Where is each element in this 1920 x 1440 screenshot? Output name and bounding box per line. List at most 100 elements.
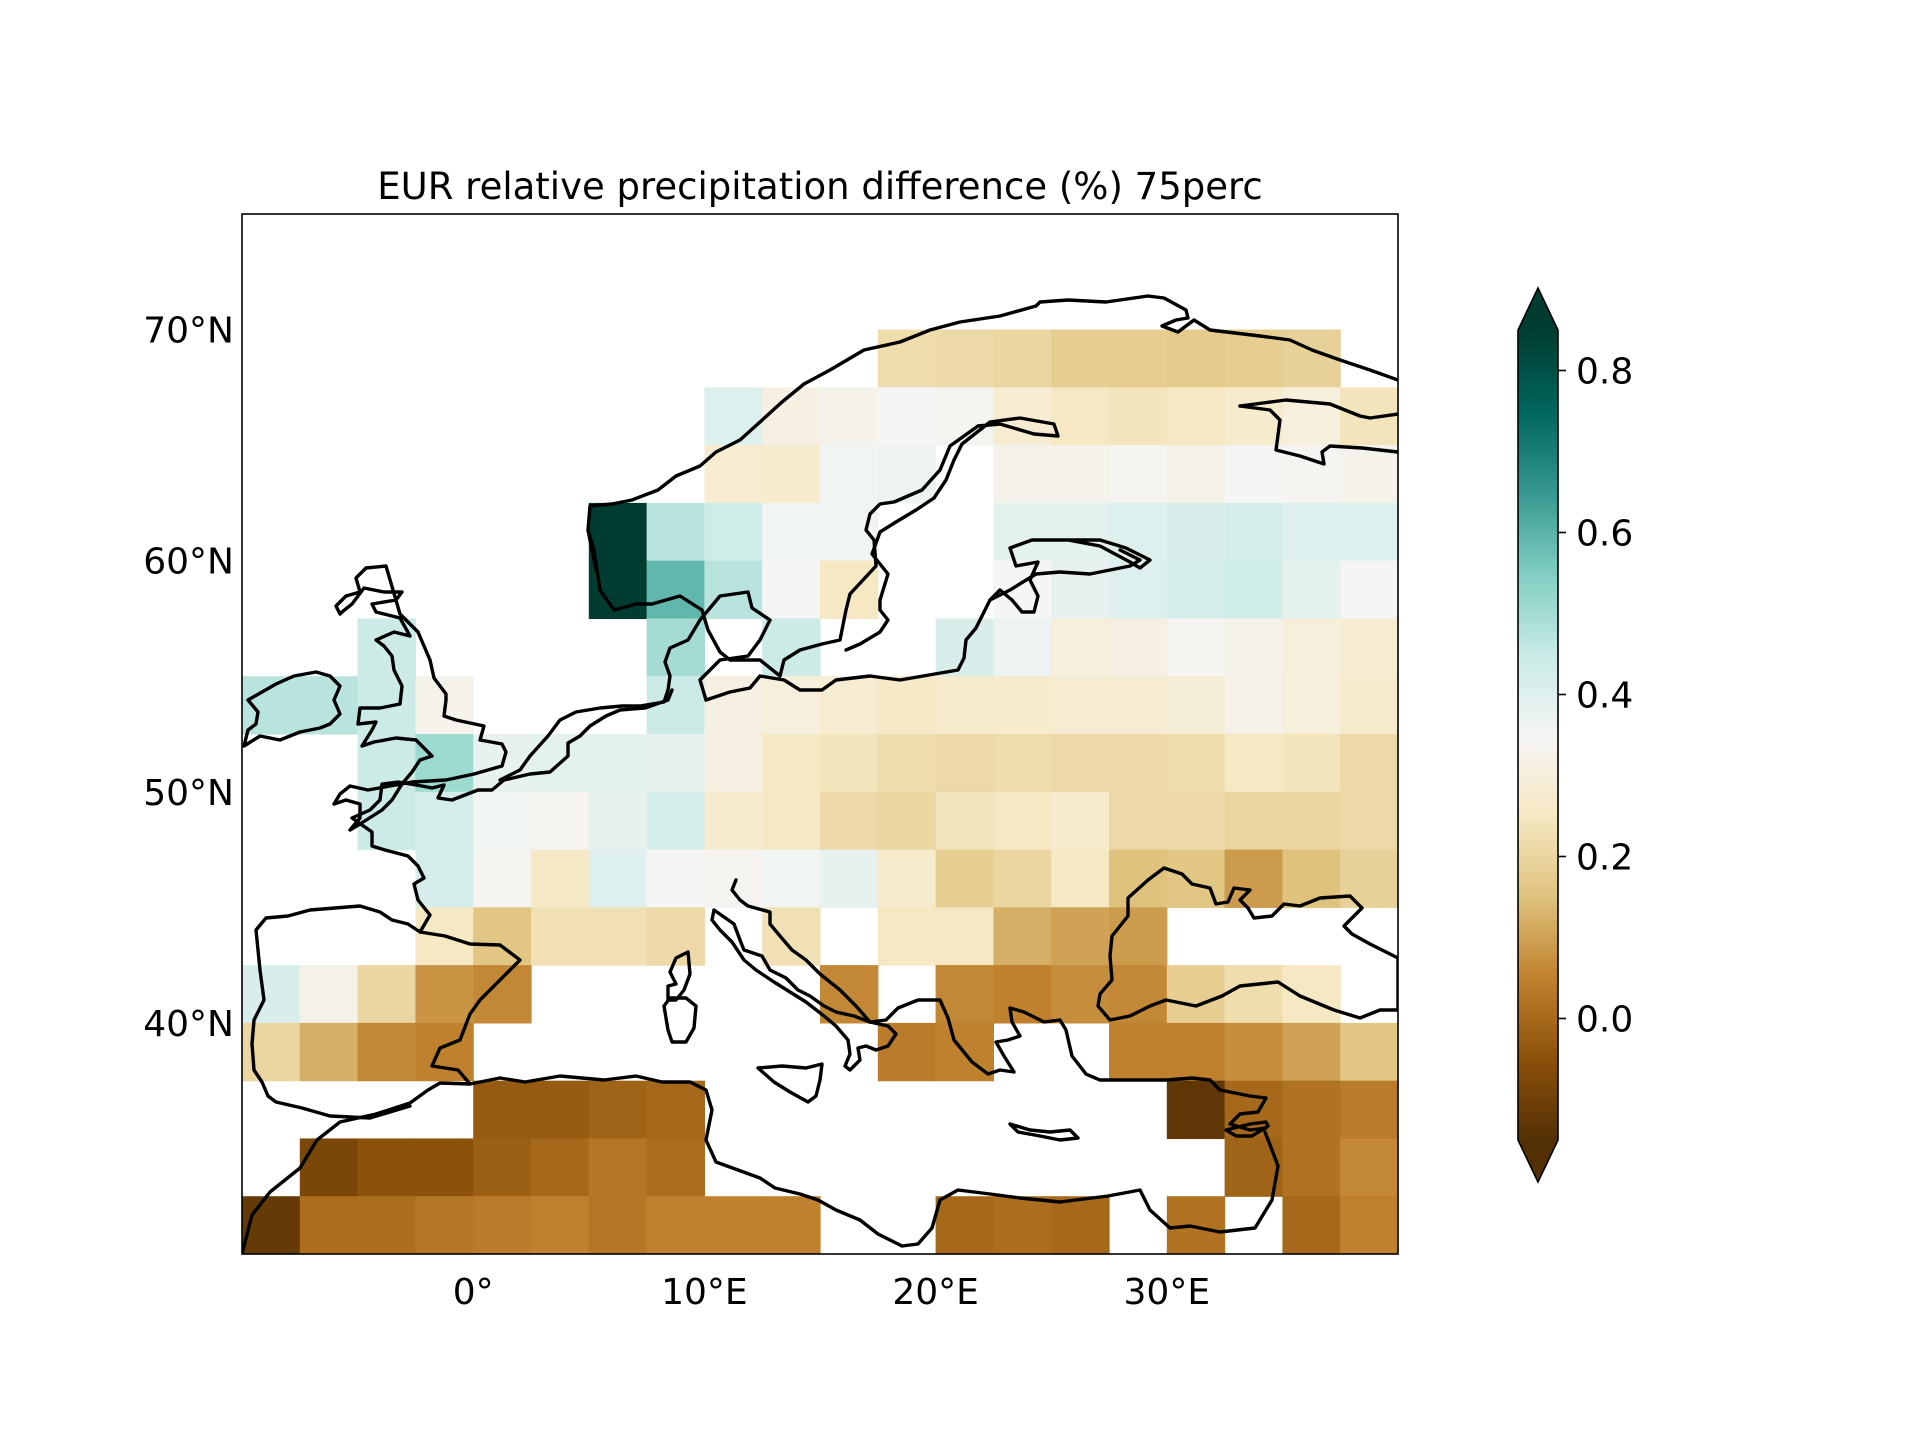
grid-cell (646, 849, 705, 908)
grid-cell (1051, 618, 1110, 677)
grid-cell (1340, 676, 1398, 735)
grid-cell (1166, 618, 1226, 677)
grid-cell (877, 676, 937, 735)
grid-cell (1166, 387, 1226, 446)
grid-cell (1051, 445, 1110, 504)
grid-cell (1340, 1080, 1398, 1140)
grid-cell (1224, 1022, 1283, 1082)
coastline-adriatic-east (730, 878, 872, 1024)
grid-cell (357, 1138, 416, 1197)
grid-cell (1109, 676, 1168, 735)
longitude-tick-label: 20°E (892, 1272, 979, 1313)
grid-cell (935, 791, 994, 851)
grid-cell (1166, 502, 1226, 562)
grid-cell (646, 1196, 705, 1254)
coastlines (242, 294, 1398, 1254)
precipitation-grid (242, 329, 1398, 1254)
colorbar-tick-label: 0.2 (1576, 838, 1633, 879)
grid-cell (935, 965, 994, 1024)
grid-cell (1224, 502, 1283, 562)
grid-cell (820, 560, 879, 620)
grid-cell (646, 560, 705, 620)
grid-cell (820, 849, 879, 908)
grid-cell (646, 907, 705, 966)
grid-cell (1109, 907, 1168, 966)
grid-cell (415, 1196, 474, 1254)
grid-cell (704, 502, 763, 562)
grid-cell (588, 907, 648, 966)
grid-cell (762, 907, 821, 966)
grid-cell (1166, 676, 1226, 735)
grid-cell (588, 1080, 648, 1140)
coastline-gulf-finland (988, 548, 1142, 602)
longitude-tick-label: 0° (453, 1272, 494, 1313)
coastline-crete (1008, 1122, 1080, 1142)
grid-cell (1340, 1196, 1398, 1254)
grid-cell (877, 849, 937, 908)
grid-cell (820, 734, 879, 793)
grid-cell (1109, 734, 1168, 793)
grid-cell (993, 849, 1052, 908)
grid-cell (1340, 1022, 1398, 1082)
grid-cell (531, 907, 590, 966)
grid-cell (1224, 676, 1283, 735)
coastline-sweden-bothnia (586, 416, 1060, 678)
grid-cell (1051, 560, 1110, 620)
grid-cell (993, 329, 1052, 388)
grid-cell (993, 734, 1052, 793)
grid-cell (473, 791, 532, 851)
grid-cell (646, 734, 705, 793)
coastline-iberia-nafrica (242, 1074, 1280, 1254)
latitude-tick-label: 40°N (143, 1004, 234, 1045)
grid-cell (935, 907, 994, 966)
grid-cell (1340, 445, 1398, 504)
grid-cell (1109, 618, 1168, 677)
coastline-scandinavia (586, 294, 1398, 572)
grid-cell (1282, 791, 1341, 851)
grid-cell (1109, 1022, 1168, 1082)
grid-cell (1282, 618, 1341, 677)
colorbar-outline (1517, 286, 1559, 1184)
grid-cell (1166, 329, 1226, 388)
grid-cell (1166, 445, 1226, 504)
longitude-tick-label: 10°E (661, 1272, 748, 1313)
grid-cell (1051, 791, 1110, 851)
grid-cell (877, 387, 937, 446)
grid-cell (935, 329, 994, 388)
grid-cell (299, 1022, 359, 1082)
grid-cell (1340, 618, 1398, 677)
grid-cell (1340, 502, 1398, 562)
grid-cell (993, 676, 1052, 735)
grid-cell (1224, 387, 1283, 446)
grid-cell (473, 1138, 532, 1197)
grid-cell (1282, 1138, 1341, 1197)
coastline-france-lowlands (350, 688, 674, 934)
grid-cell (1340, 791, 1398, 851)
latitude-tick-label: 70°N (143, 311, 234, 352)
grid-cell (531, 1138, 590, 1197)
grid-cell (415, 965, 474, 1024)
grid-cell (415, 791, 474, 851)
coastline-spain-west (250, 904, 522, 1120)
coastline-italy (710, 908, 898, 1072)
latitude-ticks: 40°N 50°N 60°N 70°N (143, 311, 234, 1045)
grid-cell (531, 1080, 590, 1140)
map-axes: 0° 10°E 20°E 30°E 40°N 50°N 60°N 70°N (143, 213, 1399, 1313)
grid-cell (1109, 329, 1168, 388)
grid-cell (762, 445, 821, 504)
grid-cell (1282, 387, 1341, 446)
grid-cell (762, 791, 821, 851)
grid-cell (762, 1196, 821, 1254)
grid-cell (646, 1138, 705, 1197)
grid-cell (473, 907, 532, 966)
grid-cell (1166, 1022, 1226, 1082)
latitude-tick-label: 60°N (143, 542, 234, 583)
grid-cell (1166, 965, 1226, 1024)
grid-cell (762, 560, 821, 620)
grid-cell (993, 445, 1052, 504)
grid-cell (1051, 907, 1110, 966)
grid-cell (1340, 560, 1398, 620)
colorbar-tick-label: 0.6 (1576, 514, 1633, 555)
grid-cell (1109, 445, 1168, 504)
